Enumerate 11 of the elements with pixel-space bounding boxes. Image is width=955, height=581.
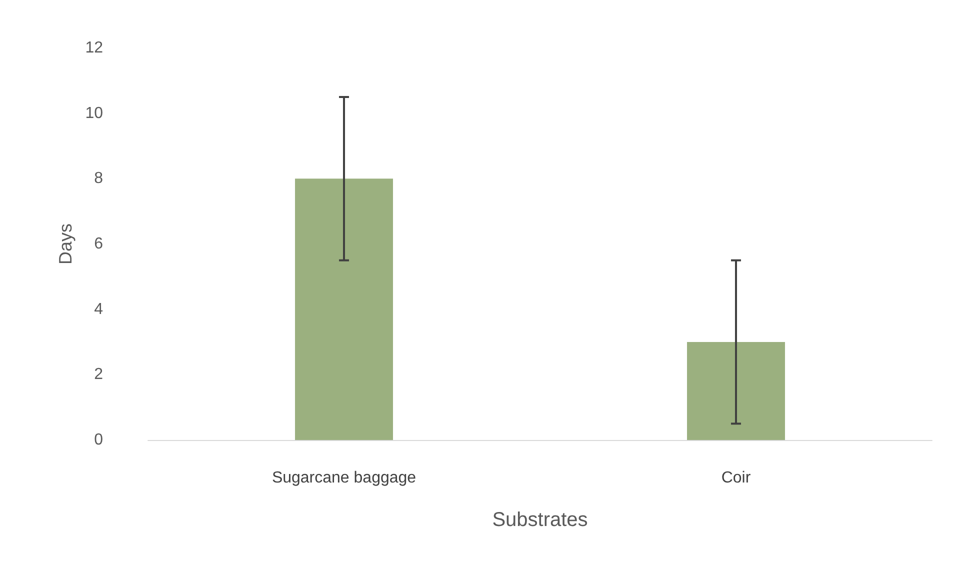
y-tick-label: 2 — [94, 366, 104, 384]
x-tick-label: Sugarcane baggage — [272, 470, 416, 486]
y-tick-label: 8 — [94, 170, 104, 188]
y-tick-label: 4 — [94, 300, 104, 318]
y-tick-label: 6 — [94, 236, 104, 252]
x-tick-label: Coir — [721, 470, 752, 486]
y-axis-title: Days — [55, 223, 76, 265]
x-axis-title: Substrates — [492, 509, 588, 531]
y-tick-label: 0 — [94, 432, 104, 448]
y-tick-label: 12 — [85, 40, 104, 56]
y-tick-label: 10 — [85, 104, 104, 122]
